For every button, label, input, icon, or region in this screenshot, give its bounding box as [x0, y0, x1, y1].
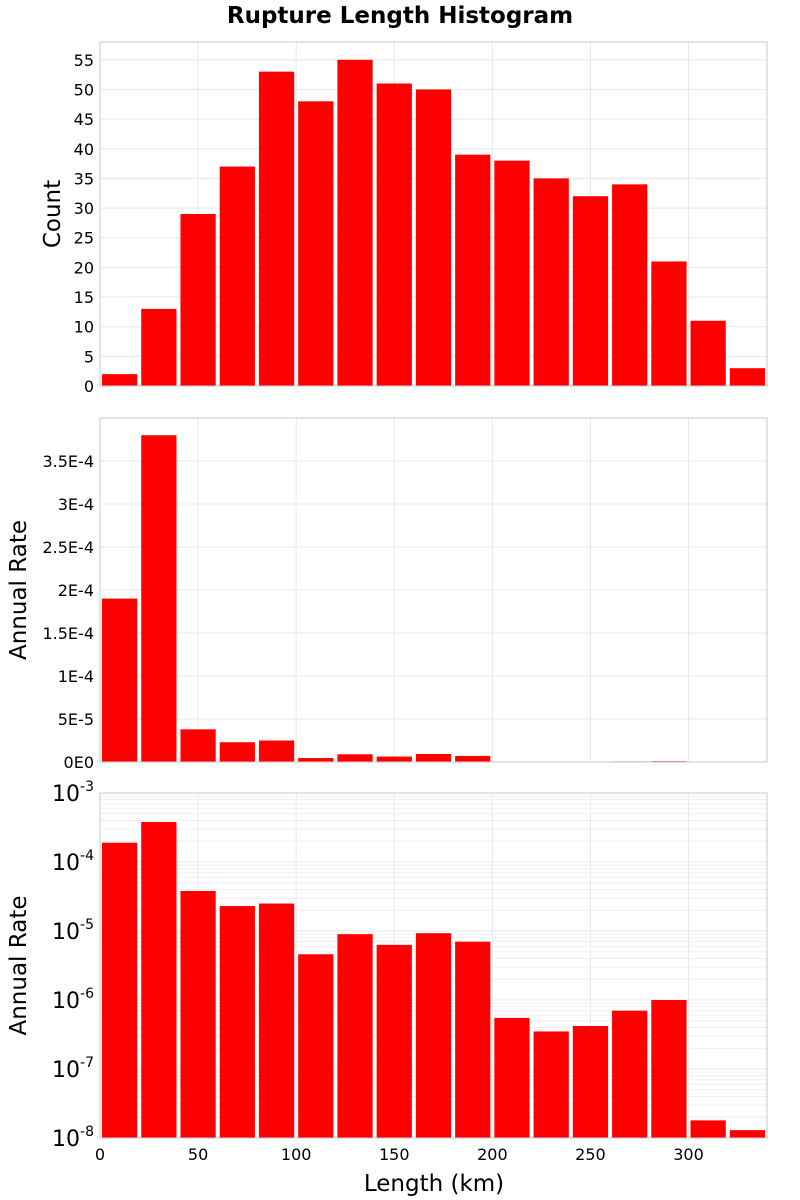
bar	[376, 83, 412, 386]
bar	[298, 101, 334, 386]
panel-1-frame	[99, 41, 768, 387]
bar	[102, 842, 138, 1138]
y-tick-label: 2E-4	[58, 581, 94, 600]
y-tick-label: 10-8	[52, 1124, 94, 1152]
panel-3-y-ticks: 10-8 10-7 10-6 10-5 10-4 10-3	[52, 779, 94, 1152]
panel-2-frame	[99, 417, 768, 763]
x-tick-label: 250	[575, 1145, 606, 1164]
panel-1: 0 5 10 15 20 25 30 35 40 45 50 55 Count	[40, 41, 768, 396]
panel-2-grid	[99, 418, 767, 763]
bar	[494, 160, 530, 386]
y-tick-label: 40	[74, 140, 94, 159]
x-tick-label: 100	[281, 1145, 312, 1164]
y-tick-label: 10-5	[52, 917, 94, 945]
y-tick-label: 10-6	[52, 986, 94, 1014]
y-tick-label: 0E0	[64, 753, 94, 772]
bar	[415, 933, 452, 1138]
panel-2-y-ticks: 0E0 5E-5 1E-4 1.5E-4 2E-4 2.5E-4 3E-4 3.5E-4	[42, 452, 94, 772]
bar	[415, 754, 452, 762]
y-axis-title: Annual Rate	[6, 520, 32, 660]
bar	[729, 368, 765, 386]
x-tick-label: 300	[673, 1145, 704, 1164]
y-tick-label: 10	[74, 318, 94, 337]
bar	[337, 934, 373, 1138]
y-tick-label: 30	[74, 199, 94, 218]
y-tick-label: 2.5E-4	[42, 538, 94, 557]
bar	[533, 178, 569, 386]
bar	[180, 729, 216, 762]
panel-2: 0E0 5E-5 1E-4 1.5E-4 2E-4 2.5E-4 3E-4 3.5E-4 Ann…	[6, 417, 768, 772]
bar	[141, 435, 177, 762]
y-tick-label: 10-7	[52, 1055, 94, 1083]
y-tick-label: 1.5E-4	[42, 624, 94, 643]
panel-1-bars	[102, 59, 765, 387]
bar	[180, 214, 216, 386]
panel-3-bars	[102, 821, 765, 1138]
y-tick-label: 3E-4	[58, 495, 94, 514]
bar	[376, 944, 412, 1138]
bar	[258, 71, 295, 386]
panel-3-frame	[99, 792, 768, 1139]
y-tick-label: 35	[74, 169, 94, 188]
bar	[337, 59, 373, 387]
bar	[572, 1025, 609, 1138]
bar	[690, 1120, 726, 1138]
bar	[258, 740, 295, 762]
y-tick-label: 55	[74, 51, 94, 70]
y-tick-label: 25	[74, 229, 94, 248]
bar	[298, 758, 334, 762]
bar	[376, 756, 412, 762]
bar	[572, 196, 609, 386]
bar	[258, 903, 295, 1138]
bar	[455, 154, 491, 386]
y-tick-label: 0	[84, 377, 94, 396]
bar	[612, 1010, 648, 1138]
y-tick-label: 1E-4	[58, 667, 94, 686]
x-tick-label: 150	[379, 1145, 410, 1164]
x-ticks: 0 50 100 150 200 250 300	[95, 1145, 704, 1164]
y-axis-title: Annual Rate	[6, 896, 32, 1036]
y-tick-label: 5	[84, 347, 94, 366]
chart-panels: 0 5 10 15 20 25 30 35 40 45 50 55 Count 0E0 5E-5 1E-4 1.…	[6, 41, 768, 1164]
bar	[729, 1130, 765, 1138]
bar	[102, 598, 138, 762]
x-tick-label: 0	[95, 1145, 105, 1164]
bar	[651, 261, 687, 386]
x-axis-title: Length (km)	[364, 1171, 504, 1197]
y-axis-title: Count	[40, 180, 66, 248]
y-tick-label: 20	[74, 258, 94, 277]
bar	[180, 890, 216, 1138]
bar	[102, 374, 138, 386]
x-tick-label: 50	[188, 1145, 208, 1164]
y-tick-label: 15	[74, 288, 94, 307]
bar	[337, 754, 373, 762]
bar	[219, 906, 255, 1138]
y-tick-label: 5E-5	[58, 710, 94, 729]
y-tick-label: 45	[74, 110, 94, 129]
y-tick-label: 10-3	[52, 779, 94, 807]
panel-2-bars	[102, 435, 765, 762]
panel-3: 10-8 10-7 10-6 10-5 10-4 10-3 Annual Rate	[6, 779, 768, 1152]
bar	[455, 941, 491, 1138]
bar	[219, 742, 255, 762]
y-tick-label: 50	[74, 80, 94, 99]
bar	[141, 821, 177, 1138]
bar	[298, 954, 334, 1138]
panel-1-y-ticks: 0 5 10 15 20 25 30 35 40 45 50 55	[74, 51, 94, 396]
bar	[494, 1017, 530, 1138]
bar	[533, 1031, 569, 1138]
bar	[612, 184, 648, 386]
bar	[690, 320, 726, 386]
bar	[219, 166, 255, 386]
y-tick-label: 10-4	[52, 848, 94, 876]
bar	[415, 89, 452, 386]
bar	[455, 755, 491, 762]
bar	[141, 308, 177, 386]
x-tick-label: 200	[477, 1145, 508, 1164]
chart-title: Rupture Length Histogram	[227, 3, 573, 29]
y-tick-label: 3.5E-4	[42, 452, 94, 471]
bar	[651, 1000, 687, 1138]
